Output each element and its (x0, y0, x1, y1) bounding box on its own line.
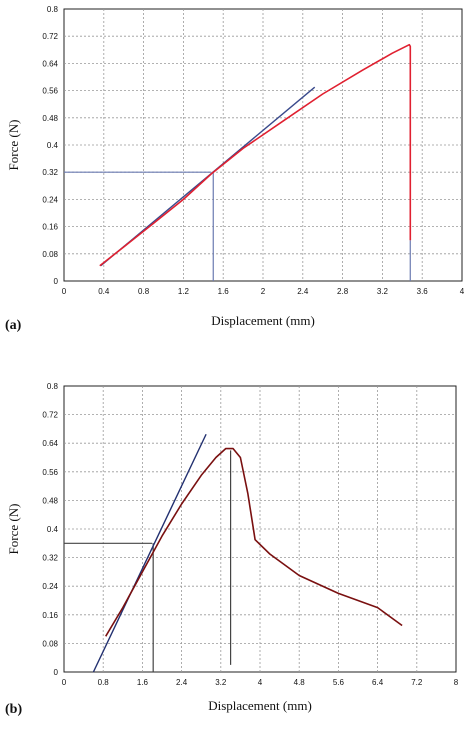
chart-1-x-tick-label: 1.6 (137, 678, 149, 687)
chart-0-y-tick-label: 0.64 (42, 59, 58, 68)
chart-0-y-tick-label: 0.32 (42, 168, 58, 177)
chart-1-x-tick-label: 4 (258, 678, 263, 687)
chart-1-x-tick-label: 6.4 (372, 678, 384, 687)
chart-1-y-tick-label: 0.24 (42, 582, 58, 591)
chart-1-tangent-line (92, 433, 207, 673)
chart-0-x-tick-label: 0.4 (98, 287, 110, 296)
chart-1-x-tick-label: 3.2 (215, 678, 227, 687)
chart-0-x-tick-label: 0 (62, 287, 67, 296)
chart-1-y-tick-label: 0.32 (42, 554, 58, 563)
chart-1-x-tick-label: 8 (454, 678, 459, 687)
chart-0-force-curve (99, 43, 412, 267)
chart-0-x-tick-label: 3.6 (417, 287, 429, 296)
chart-1-y-tick-label: 0.4 (47, 525, 59, 534)
chart-0-y-tick-label: 0.8 (47, 5, 59, 14)
chart-1-y-tick-label: 0.72 (42, 411, 58, 420)
chart-0-x-tick-label: 4 (460, 287, 465, 296)
chart-0-y-tick-label: 0.4 (47, 141, 59, 150)
chart-1-y-tick-label: 0.56 (42, 468, 58, 477)
chart-1-x-tick-label: 2.4 (176, 678, 188, 687)
chart-1-y-tick-label: 0.16 (42, 611, 58, 620)
chart-1-y-tick-label: 0.64 (42, 439, 58, 448)
chart-0-y-tick-label: 0.08 (42, 250, 58, 259)
chart-0-x-tick-label: 3.2 (377, 287, 389, 296)
chart-0-y-axis-label: Force (N) (6, 120, 21, 171)
chart-1-x-tick-label: 4.8 (294, 678, 306, 687)
chart-0-y-tick-label: 0.16 (42, 223, 58, 232)
chart-0-x-tick-label: 1.2 (178, 287, 190, 296)
chart-0-x-tick-label: 1.6 (218, 287, 230, 296)
chart-1-x-tick-label: 7.2 (411, 678, 423, 687)
chart-1-y-tick-label: 0.08 (42, 639, 58, 648)
chart-1-x-tick-label: 0 (62, 678, 67, 687)
chart-0-y-tick-label: 0.72 (42, 32, 58, 41)
chart-0-y-tick-label: 0.48 (42, 114, 58, 123)
chart-1-x-tick-label: 0.8 (98, 678, 110, 687)
chart-0-x-tick-label: 0.8 (138, 287, 150, 296)
chart-1-y-tick-label: 0.48 (42, 496, 58, 505)
chart-1-force-curve (105, 447, 403, 637)
chart-1-x-tick-label: 5.6 (333, 678, 345, 687)
chart-1-y-tick-label: 0 (54, 668, 59, 677)
chart-0-y-tick-label: 0 (54, 277, 59, 286)
chart-0-y-tick-label: 0.24 (42, 195, 58, 204)
chart-0-x-tick-label: 2.4 (297, 287, 309, 296)
chart-0-panel-label: (a) (5, 318, 22, 333)
chart-0-x-axis-label: Displacement (mm) (211, 313, 315, 328)
chart-1-y-tick-label: 0.8 (47, 382, 59, 391)
chart-0-x-tick-label: 2 (261, 287, 266, 296)
chart-1-x-axis-label: Displacement (mm) (208, 698, 312, 713)
chart-1-panel-label: (b) (5, 702, 22, 717)
chart-0-y-tick-label: 0.56 (42, 87, 58, 96)
chart-1-y-axis-label: Force (N) (6, 504, 21, 555)
chart-0-x-tick-label: 2.8 (337, 287, 349, 296)
